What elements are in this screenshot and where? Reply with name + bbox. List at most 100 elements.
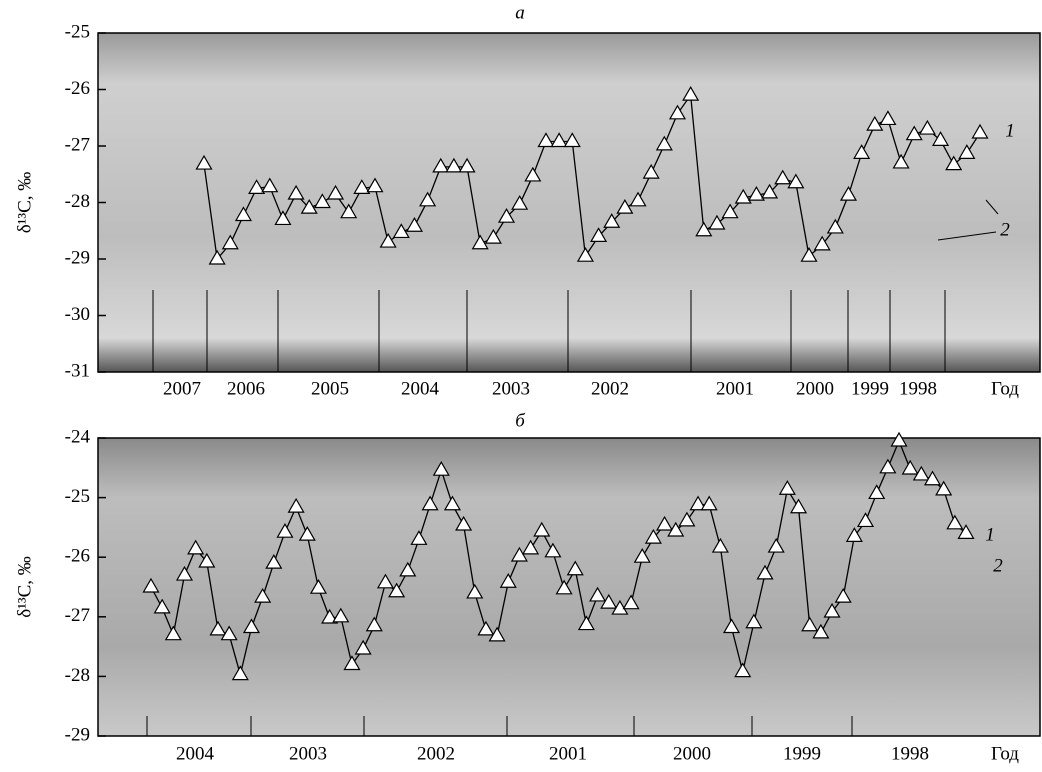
y-tick-label: -26 xyxy=(65,546,90,567)
triangle-marker xyxy=(890,431,908,447)
triangle-marker xyxy=(511,194,529,210)
year-label: 1998 xyxy=(891,743,929,764)
y-axis-label: δ¹³C, ‰ xyxy=(14,556,35,618)
triangle-marker xyxy=(577,615,595,631)
triangle-marker xyxy=(300,198,318,214)
triangle-marker xyxy=(566,560,584,576)
y-tick-label: -25 xyxy=(65,21,90,42)
triangle-marker xyxy=(533,521,551,537)
annotation: 1 xyxy=(985,524,995,545)
triangle-marker xyxy=(845,527,863,542)
x-axis-label: Год xyxy=(991,743,1019,764)
triangle-marker xyxy=(343,655,361,671)
triangle-marker xyxy=(756,564,774,580)
triangle-marker xyxy=(622,594,640,610)
triangle-marker xyxy=(340,203,358,219)
triangle-marker xyxy=(761,183,779,199)
triangle-marker xyxy=(905,125,923,141)
triangle-marker xyxy=(332,607,350,623)
leader-line xyxy=(937,231,997,241)
triangle-marker xyxy=(248,179,266,194)
triangle-marker xyxy=(366,177,384,193)
triangle-marker xyxy=(477,620,495,636)
triangle-marker xyxy=(405,217,423,232)
triangle-marker xyxy=(935,480,953,496)
triangle-marker xyxy=(234,206,252,222)
triangle-marker xyxy=(778,480,796,495)
y-axis-label: δ¹³C, ‰ xyxy=(14,172,35,234)
triangle-marker xyxy=(550,132,568,148)
triangle-marker xyxy=(668,104,687,120)
triangle-marker xyxy=(879,458,897,474)
triangle-marker xyxy=(901,459,919,475)
triangle-marker xyxy=(958,144,976,159)
triangle-marker xyxy=(734,188,752,204)
triangle-marker xyxy=(868,484,886,500)
year-label: 2004 xyxy=(176,743,215,764)
triangle-marker xyxy=(923,470,942,486)
triangle-marker xyxy=(812,623,830,639)
leader-line xyxy=(985,199,999,215)
plot-frame xyxy=(97,437,1041,737)
triangle-marker xyxy=(813,235,831,251)
year-label: 1999 xyxy=(783,743,821,764)
triangle-marker xyxy=(839,185,858,201)
triangle-marker xyxy=(589,586,607,602)
year-label: 2006 xyxy=(227,378,265,399)
triangle-marker xyxy=(365,616,383,632)
triangle-marker xyxy=(379,232,397,248)
triangle-marker xyxy=(678,511,696,527)
triangle-marker xyxy=(326,184,345,200)
triangle-marker xyxy=(834,587,852,603)
triangle-marker xyxy=(198,552,216,568)
triangle-marker xyxy=(826,218,844,234)
triangle-marker xyxy=(220,625,238,641)
y-tick-label: -31 xyxy=(65,360,90,381)
triangle-marker xyxy=(667,521,685,537)
triangle-marker xyxy=(971,123,989,139)
triangle-marker xyxy=(912,465,930,481)
year-label: 2002 xyxy=(591,378,629,399)
triangle-marker xyxy=(823,602,841,618)
triangle-marker xyxy=(721,203,739,219)
triangle-marker xyxy=(445,157,463,173)
y-tick-label: -26 xyxy=(65,78,90,99)
y-tick-label: -25 xyxy=(65,486,90,507)
triangle-marker xyxy=(265,553,283,569)
triangle-marker xyxy=(576,246,594,262)
triangle-marker xyxy=(321,608,339,624)
triangle-marker xyxy=(555,579,573,595)
triangle-marker xyxy=(945,155,963,171)
triangle-marker xyxy=(497,207,516,223)
triangle-marker xyxy=(313,193,331,209)
triangle-marker xyxy=(616,198,634,214)
y-tick-label: -24 xyxy=(65,426,91,447)
triangle-marker xyxy=(789,498,808,514)
triangle-marker xyxy=(419,191,437,207)
year-label: 2004 xyxy=(401,378,440,399)
triangle-marker xyxy=(801,616,819,632)
triangle-marker xyxy=(274,210,292,226)
triangle-marker xyxy=(656,515,674,531)
triangle-marker xyxy=(276,522,294,538)
triangle-marker xyxy=(399,561,417,577)
triangle-marker xyxy=(879,110,897,126)
triangle-marker xyxy=(682,85,700,101)
triangle-marker xyxy=(432,460,450,476)
triangle-marker xyxy=(787,173,805,189)
triangle-marker xyxy=(522,539,540,555)
triangle-marker xyxy=(563,132,581,148)
chart-title: б xyxy=(515,410,526,431)
triangle-marker xyxy=(537,132,555,148)
triangle-marker xyxy=(421,495,439,511)
triangle-marker xyxy=(700,495,718,511)
triangle-marker xyxy=(471,234,489,250)
triangle-marker xyxy=(689,495,707,511)
triangle-marker xyxy=(354,639,372,655)
triangle-marker xyxy=(195,154,213,170)
triangle-marker xyxy=(524,166,542,182)
triangle-marker xyxy=(458,157,476,173)
year-label: 1999 xyxy=(851,378,889,399)
year-label: 2001 xyxy=(716,378,754,399)
triangle-marker xyxy=(866,115,884,131)
